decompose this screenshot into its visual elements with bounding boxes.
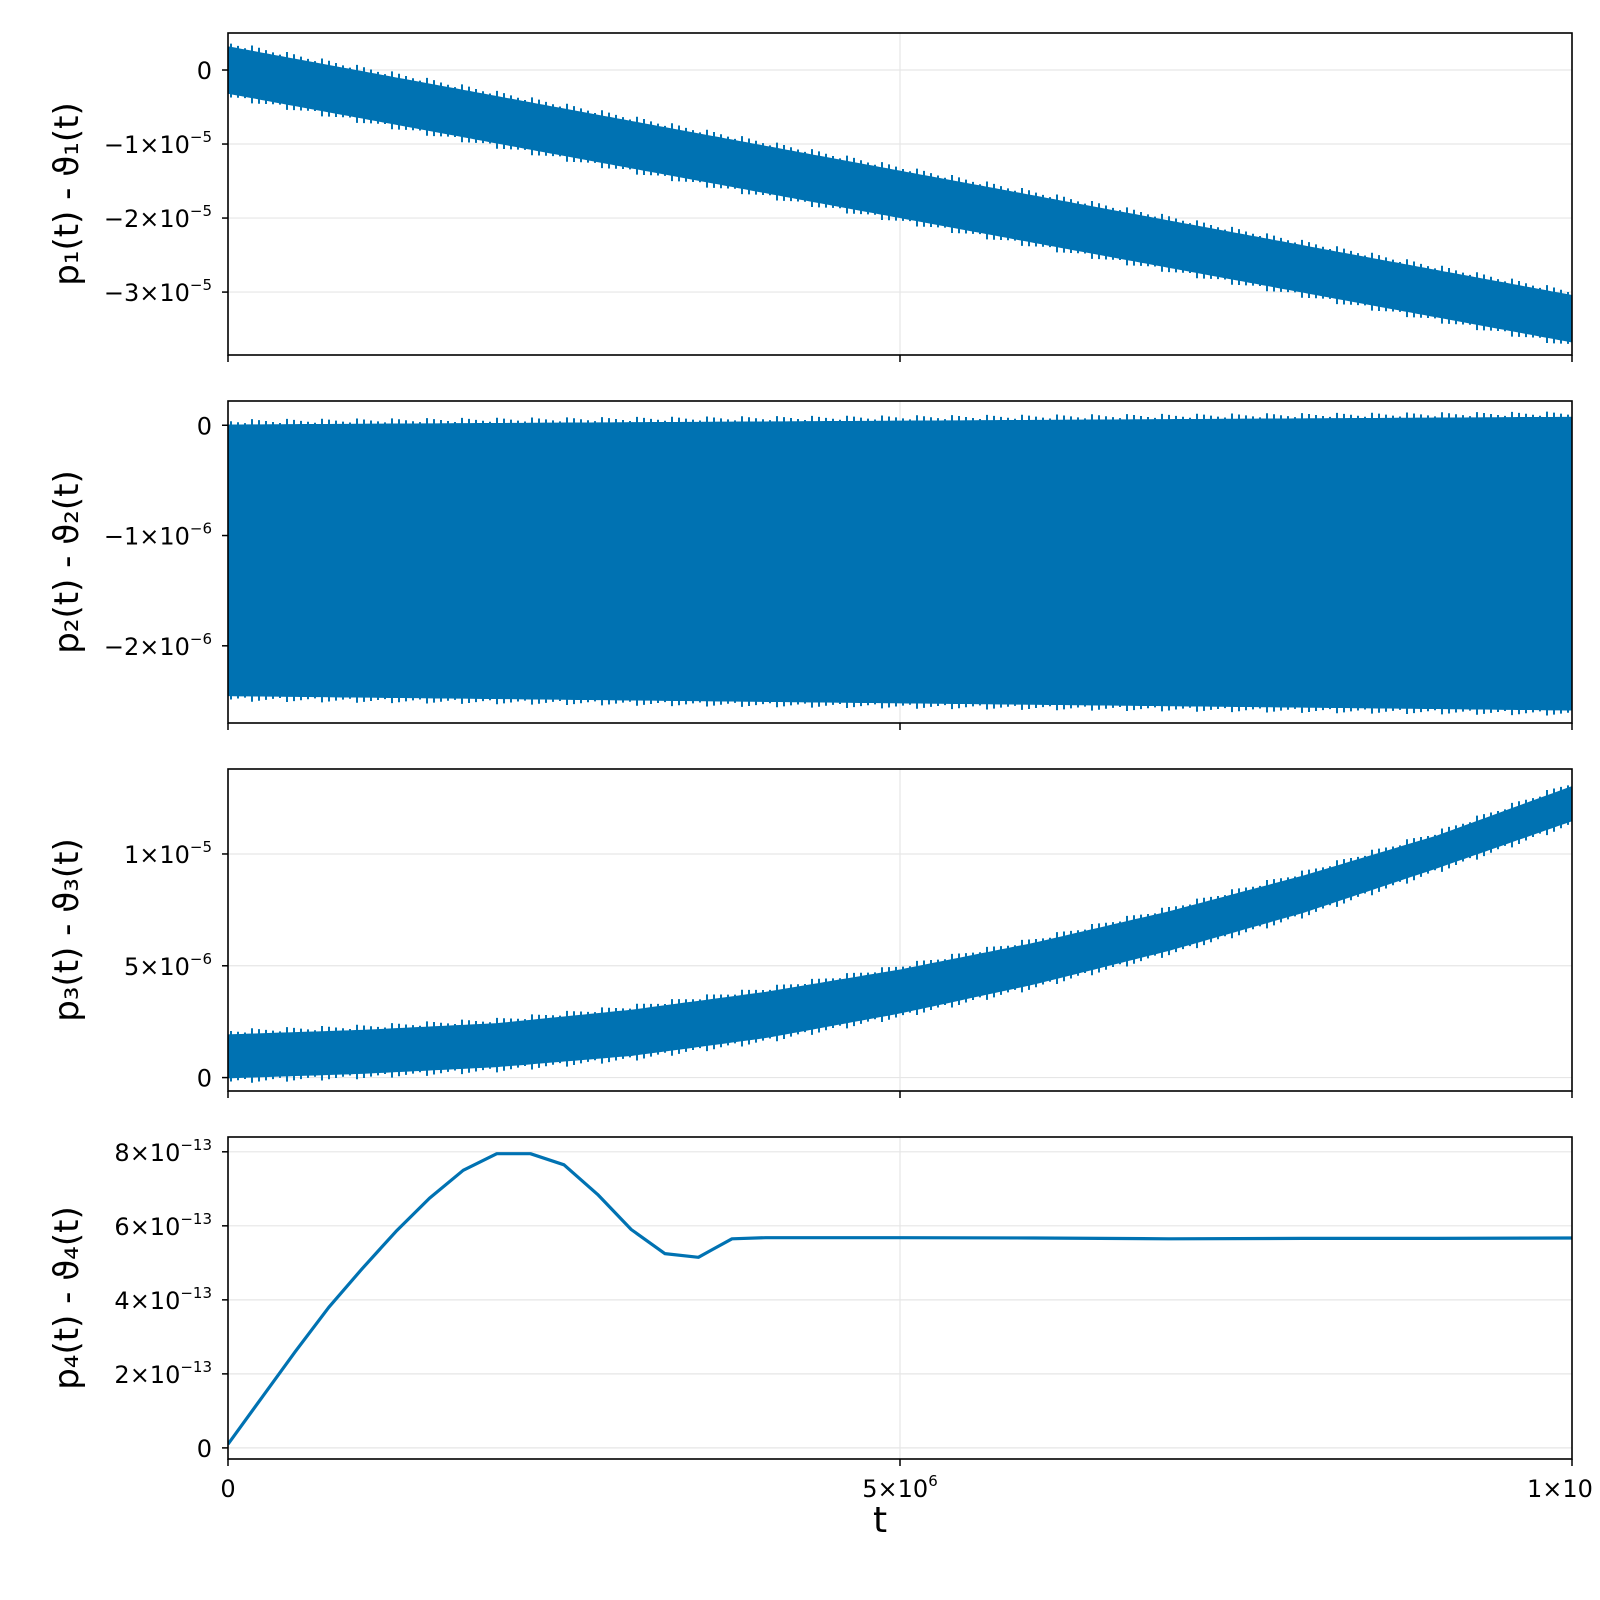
y-tick-label: 6×10−13 [114, 1210, 212, 1241]
band-edge-texture-1 [230, 43, 1569, 344]
panel-1: 0 −1×10−5 −2×10−5 −3×10−5 p₁(t) - ϑ₁(t) [47, 32, 1573, 362]
y-tick-label: 4×10−13 [114, 1284, 212, 1315]
y-tick-label: −3×10−5 [104, 276, 212, 307]
panel-4: 0 2×10−13 4×10−13 6×10−13 8×10−13 p₄(t) - ϑ₄(… [47, 1136, 1593, 1503]
y-tick-label: 2×10−13 [114, 1358, 212, 1389]
panels: 0 −1×10−5 −2×10−5 −3×10−5 p₁(t) - ϑ₁(t) 0 −1×1… [47, 32, 1593, 1503]
y-tick-label: 0 [197, 57, 212, 85]
y-tick-label: 5×10−6 [124, 950, 212, 981]
y-tick-label: −2×10−5 [104, 202, 212, 233]
y-tick-label: 1×10−5 [124, 838, 212, 869]
y-axis-label-1: p₁(t) - ϑ₁(t) [47, 102, 87, 286]
x-tick-label: 5×106 [862, 1472, 937, 1503]
panel-2: 0 −1×10−6 −2×10−6 p₂(t) - ϑ₂(t) [47, 400, 1573, 730]
x-axis-label: t [873, 1500, 887, 1541]
y-axis-label-2: p₂(t) - ϑ₂(t) [47, 470, 87, 654]
y-tick-label: 8×10−13 [114, 1136, 212, 1167]
y-tick-label: −1×10−5 [104, 128, 212, 159]
y-tick-label: −1×10−6 [104, 520, 212, 551]
series-line-4 [228, 1152, 1572, 1446]
y-tick-label: −2×10−6 [104, 630, 212, 661]
band-edge-texture-2 [230, 411, 1569, 716]
y-tick-label: 0 [197, 1065, 212, 1093]
y-tick-label: 0 [197, 412, 212, 440]
y-axis-label-3: p₃(t) - ϑ₃(t) [47, 838, 87, 1022]
band-edge-texture-3 [230, 785, 1569, 1083]
x-tick-label: 0 [220, 1475, 235, 1503]
y-tick-label: 0 [197, 1435, 212, 1463]
panel-3: 0 5×10−6 1×10−5 p₃(t) - ϑ₃(t) [47, 768, 1573, 1098]
x-tick-label: 1×10 [1527, 1475, 1593, 1503]
series-band-2 [228, 416, 1572, 711]
y-axis-label-4: p₄(t) - ϑ₄(t) [47, 1206, 87, 1390]
